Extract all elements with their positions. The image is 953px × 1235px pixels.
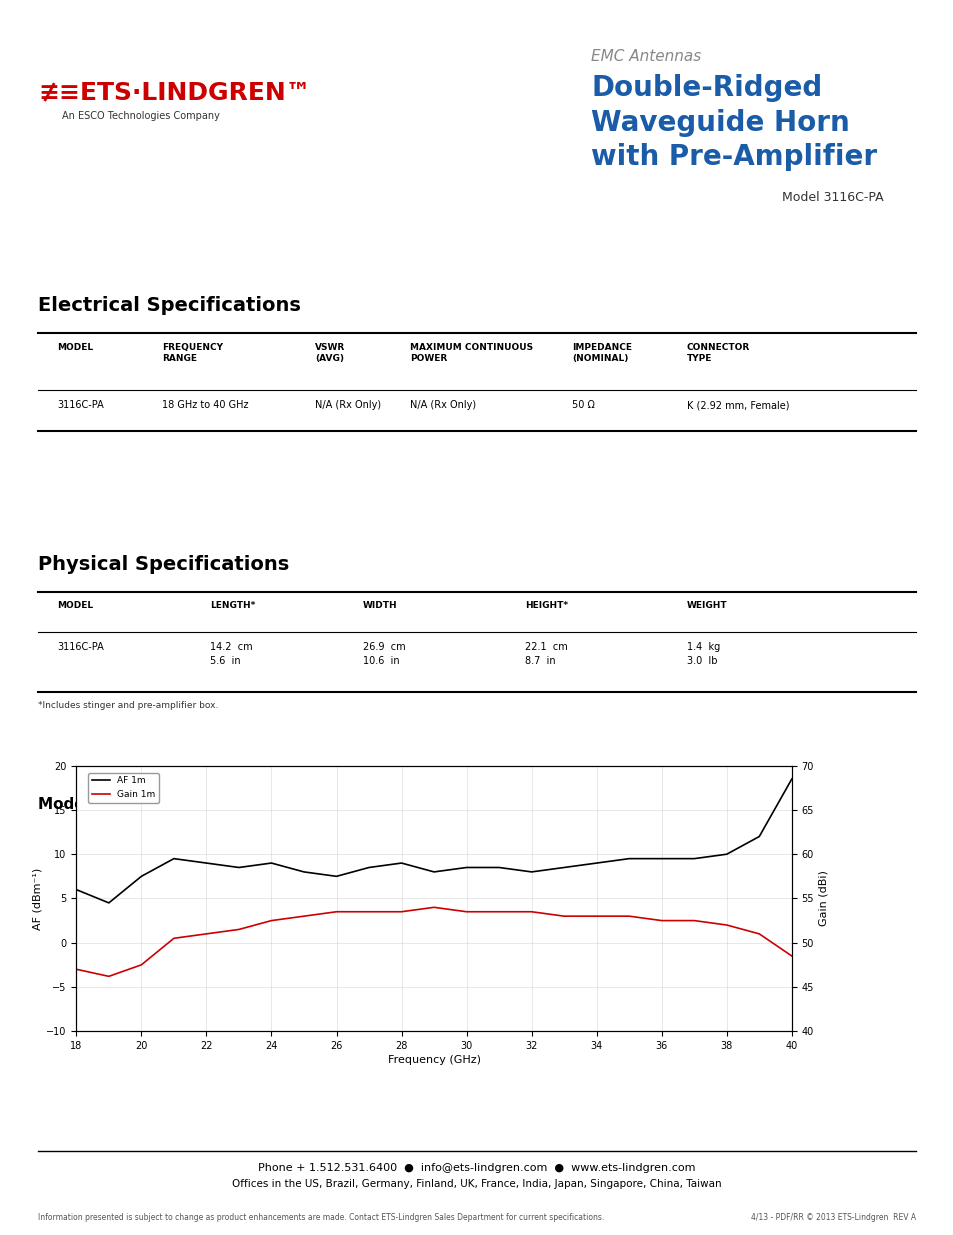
Text: EMC Antennas: EMC Antennas	[591, 49, 701, 64]
Text: IMPEDANCE
(NOMINAL): IMPEDANCE (NOMINAL)	[572, 343, 632, 363]
Text: Model 3116C-PA Typical Antenna Factor and Gain: Model 3116C-PA Typical Antenna Factor an…	[38, 797, 459, 811]
AF 1m	[688, 851, 700, 866]
Line: AF 1m: AF 1m	[76, 779, 791, 903]
Text: 26.9  cm
10.6  in: 26.9 cm 10.6 in	[362, 642, 405, 666]
Text: WIDTH: WIDTH	[362, 601, 396, 610]
Gain 1m	[395, 904, 407, 919]
Gain 1m	[266, 913, 277, 927]
AF 1m	[103, 895, 114, 910]
Text: LENGTH*: LENGTH*	[210, 601, 255, 610]
Text: ≢≡ETS·LINDGREN™: ≢≡ETS·LINDGREN™	[38, 80, 311, 104]
Text: N/A (Rx Only): N/A (Rx Only)	[410, 400, 476, 410]
AF 1m	[493, 860, 504, 874]
AF 1m	[590, 856, 601, 871]
Text: 50 Ω: 50 Ω	[572, 400, 595, 410]
AF 1m	[135, 869, 147, 884]
Text: N/A (Rx Only): N/A (Rx Only)	[314, 400, 380, 410]
AF 1m	[785, 772, 797, 787]
Text: 4/13 - PDF/RR © 2013 ETS-Lindgren  REV A: 4/13 - PDF/RR © 2013 ETS-Lindgren REV A	[750, 1213, 915, 1221]
Gain 1m	[785, 948, 797, 963]
Gain 1m	[71, 962, 82, 977]
Gain 1m	[753, 926, 764, 941]
Gain 1m	[135, 957, 147, 972]
AF 1m	[200, 856, 212, 871]
Gain 1m	[590, 909, 601, 924]
Text: Physical Specifications: Physical Specifications	[38, 555, 289, 573]
Text: Offices in the US, Brazil, Germany, Finland, UK, France, India, Japan, Singapore: Offices in the US, Brazil, Germany, Finl…	[232, 1179, 721, 1189]
Gain 1m	[460, 904, 472, 919]
AF 1m	[363, 860, 375, 874]
AF 1m	[753, 829, 764, 844]
Gain 1m	[656, 913, 667, 927]
AF 1m	[720, 847, 732, 862]
Gain 1m	[298, 909, 310, 924]
Legend: AF 1m, Gain 1m: AF 1m, Gain 1m	[88, 773, 158, 803]
Y-axis label: Gain (dBi): Gain (dBi)	[818, 871, 827, 926]
Text: MAXIMUM CONTINUOUS
POWER: MAXIMUM CONTINUOUS POWER	[410, 343, 533, 363]
Gain 1m	[558, 909, 569, 924]
Text: Model 3116C-PA: Model 3116C-PA	[781, 191, 883, 205]
Text: *Includes stinger and pre-amplifier box.: *Includes stinger and pre-amplifier box.	[38, 701, 218, 710]
AF 1m	[460, 860, 472, 874]
AF 1m	[558, 860, 569, 874]
Text: Double-Ridged
Waveguide Horn
with Pre-Amplifier: Double-Ridged Waveguide Horn with Pre-Am…	[591, 74, 877, 172]
Text: An ESCO Technologies Company: An ESCO Technologies Company	[62, 111, 219, 121]
Text: 3116C-PA: 3116C-PA	[57, 400, 104, 410]
AF 1m	[656, 851, 667, 866]
Text: MODEL: MODEL	[57, 601, 93, 610]
Gain 1m	[688, 913, 700, 927]
Gain 1m	[525, 904, 537, 919]
Gain 1m	[200, 926, 212, 941]
AF 1m	[71, 882, 82, 897]
Gain 1m	[493, 904, 504, 919]
AF 1m	[428, 864, 439, 879]
Gain 1m	[168, 931, 179, 946]
Y-axis label: AF (dBm⁻¹): AF (dBm⁻¹)	[32, 867, 42, 930]
Text: WEIGHT: WEIGHT	[686, 601, 727, 610]
Text: MODEL: MODEL	[57, 343, 93, 352]
Gain 1m	[233, 923, 244, 937]
Text: FREQUENCY
RANGE: FREQUENCY RANGE	[162, 343, 223, 363]
AF 1m	[298, 864, 310, 879]
Gain 1m	[623, 909, 635, 924]
Text: Electrical Specifications: Electrical Specifications	[38, 296, 301, 315]
X-axis label: Frequency (GHz): Frequency (GHz)	[387, 1055, 480, 1065]
AF 1m	[168, 851, 179, 866]
AF 1m	[266, 856, 277, 871]
AF 1m	[395, 856, 407, 871]
Gain 1m	[428, 900, 439, 915]
Gain 1m	[720, 918, 732, 932]
Text: Phone + 1.512.531.6400  ●  info@ets-lindgren.com  ●  www.ets-lindgren.com: Phone + 1.512.531.6400 ● info@ets-lindgr…	[258, 1163, 695, 1173]
Text: VSWR
(AVG): VSWR (AVG)	[314, 343, 345, 363]
Text: CONNECTOR
TYPE: CONNECTOR TYPE	[686, 343, 749, 363]
AF 1m	[233, 860, 244, 874]
Line: Gain 1m: Gain 1m	[76, 908, 791, 977]
Text: 18 GHz to 40 GHz: 18 GHz to 40 GHz	[162, 400, 249, 410]
Gain 1m	[363, 904, 375, 919]
Text: HEIGHT*: HEIGHT*	[524, 601, 567, 610]
AF 1m	[331, 869, 342, 884]
Text: 1.4  kg
3.0  lb: 1.4 kg 3.0 lb	[686, 642, 720, 666]
Text: 3116C-PA: 3116C-PA	[57, 642, 104, 652]
Text: K (2.92 mm, Female): K (2.92 mm, Female)	[686, 400, 788, 410]
Text: 14.2  cm
5.6  in: 14.2 cm 5.6 in	[210, 642, 253, 666]
Gain 1m	[331, 904, 342, 919]
Gain 1m	[103, 969, 114, 984]
Text: Information presented is subject to change as product enhancements are made. Con: Information presented is subject to chan…	[38, 1213, 604, 1221]
Text: 22.1  cm
8.7  in: 22.1 cm 8.7 in	[524, 642, 567, 666]
AF 1m	[525, 864, 537, 879]
AF 1m	[623, 851, 635, 866]
